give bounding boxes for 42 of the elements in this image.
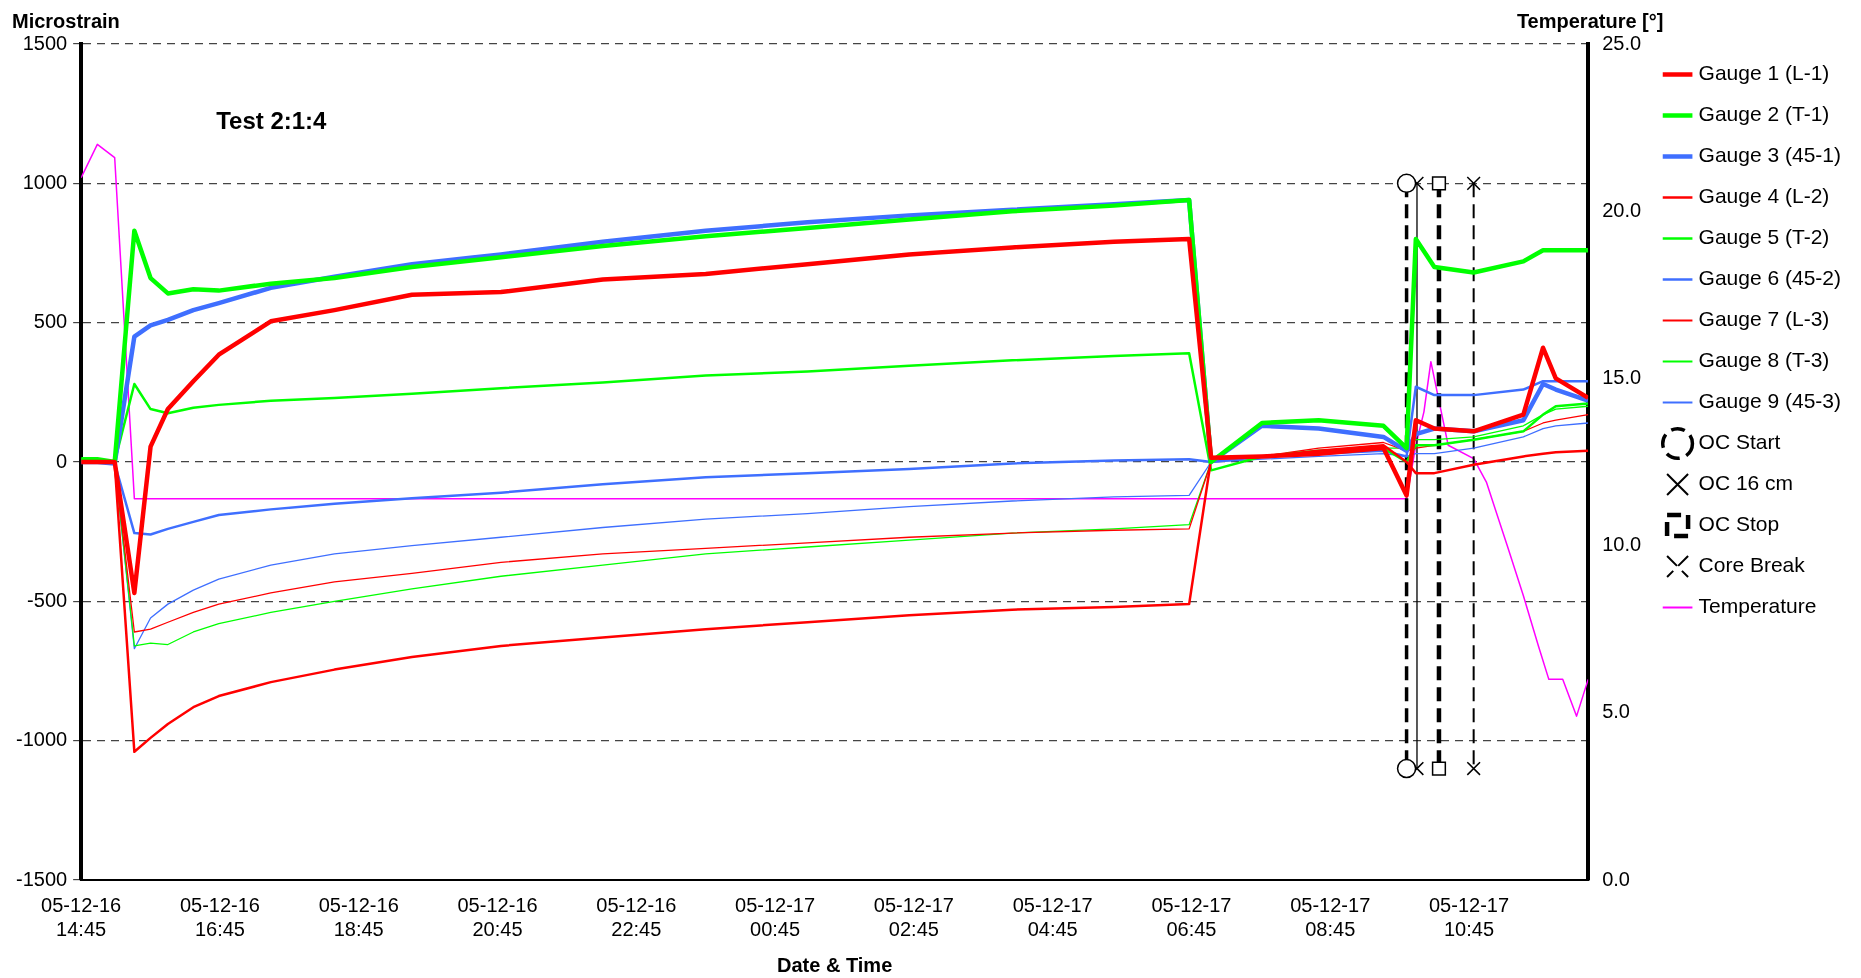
x-axis-title: Date & Time (777, 953, 893, 976)
y-axis-title: Microstrain (12, 9, 120, 32)
y2-tick-label: 0.0 (1602, 867, 1630, 890)
x-tick-label: 05-12-16 18:45 (318, 893, 399, 940)
legend-label: Gauge 4 (L-2) (1698, 184, 1830, 208)
y-tick-label: -500 (27, 588, 68, 611)
x-tick-label: 05-12-17 10:45 (1429, 893, 1510, 940)
y-tick-label: 0 (56, 449, 68, 472)
x-tick-label: 05-12-16 14:45 (41, 893, 122, 940)
x-tick-label: 05-12-17 00:45 (735, 893, 816, 940)
y2-tick-label: 25.0 (1602, 31, 1642, 54)
text: Test 2:1:4 (216, 106, 328, 134)
x-tick-label: 05-12-17 02:45 (873, 893, 954, 940)
x-tick-label: 05-12-17 04:45 (1012, 893, 1093, 940)
legend-label: Gauge 9 (45-3) (1698, 389, 1842, 413)
legend-label: Core Break (1698, 553, 1806, 577)
y-tick-label: 1500 (22, 31, 68, 54)
legend-label: Gauge 3 (45-1) (1698, 143, 1842, 167)
y2-axis-title: Temperature [°] (1516, 9, 1664, 32)
y-tick-label: -1000 (16, 728, 68, 751)
x-tick-label: 05-12-17 06:45 (1151, 893, 1232, 940)
y2-tick-label: 20.0 (1602, 198, 1642, 221)
legend-label: Temperature (1698, 594, 1817, 618)
legend-label: Gauge 5 (T-2) (1698, 225, 1830, 249)
x-tick-label: 05-12-17 08:45 (1290, 893, 1371, 940)
x-tick-label: 05-12-16 22:45 (596, 893, 677, 940)
x-tick-label: 05-12-16 20:45 (457, 893, 538, 940)
legend-label: OC Stop (1698, 512, 1780, 536)
legend-label: Gauge 6 (45-2) (1698, 266, 1842, 290)
x-tick-label: 05-12-16 16:45 (179, 893, 260, 940)
legend-label: OC Start (1698, 430, 1781, 454)
y2-tick-label: 10.0 (1602, 533, 1642, 556)
y2-tick-label: 15.0 (1602, 365, 1642, 388)
legend-label: OC 16 cm (1698, 471, 1794, 495)
y-tick-label: 500 (33, 310, 68, 333)
legend-label: Gauge 8 (T-3) (1698, 348, 1830, 372)
legend-label: Gauge 1 (L-1) (1698, 61, 1830, 85)
y-tick-label: 1000 (22, 170, 68, 193)
legend-label: Gauge 2 (T-1) (1698, 102, 1830, 126)
legend-label: Gauge 7 (L-3) (1698, 307, 1830, 331)
y2-tick-label: 5.0 (1602, 700, 1630, 723)
y-tick-label: -1500 (16, 867, 68, 890)
